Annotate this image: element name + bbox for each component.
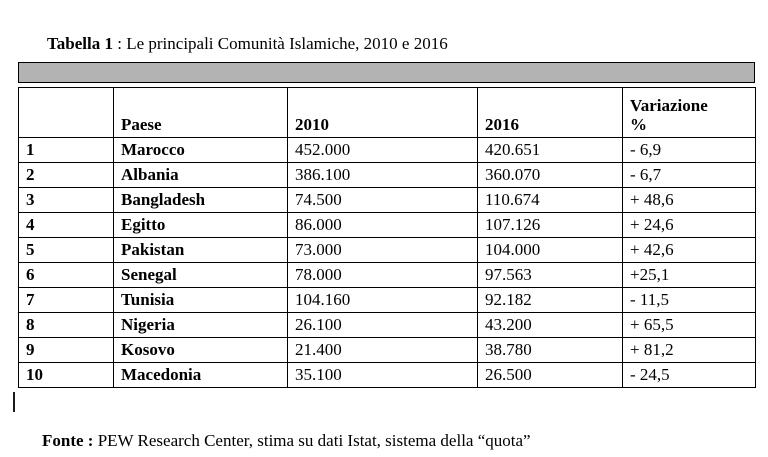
table-row: 2 Albania 386.100 360.070 - 6,7 [18, 162, 756, 188]
cell-2010: 104.160 [287, 287, 478, 313]
source-note-label: Fonte : [42, 431, 94, 450]
table-row: 1 Marocco 452.000 420.651 - 6,9 [18, 137, 756, 163]
cell-variazione: + 24,6 [622, 212, 756, 238]
text-cursor-mark [13, 392, 15, 412]
cell-rank: 9 [18, 337, 114, 363]
table-row: 9 Kosovo 21.400 38.780 + 81,2 [18, 337, 756, 363]
cell-variazione: - 11,5 [622, 287, 756, 313]
cell-variazione: + 65,5 [622, 312, 756, 338]
cell-rank: 4 [18, 212, 114, 238]
cell-paese: Bangladesh [113, 187, 288, 213]
cell-variazione: +25,1 [622, 262, 756, 288]
table-row: 6 Senegal 78.000 97.563 +25,1 [18, 262, 756, 288]
cell-variazione: - 6,7 [622, 162, 756, 188]
table-row: 5 Pakistan 73.000 104.000 + 42,6 [18, 237, 756, 263]
table-top-gray-band [18, 62, 755, 83]
cell-2016: 420.651 [477, 137, 623, 163]
header-variazione: Variazione% [622, 87, 756, 138]
cell-paese: Senegal [113, 262, 288, 288]
header-variazione-line1: Variazione [630, 95, 708, 115]
cell-paese: Macedonia [113, 362, 288, 388]
cell-paese: Tunisia [113, 287, 288, 313]
cell-rank: 6 [18, 262, 114, 288]
communities-table: Paese 2010 2016 Variazione% 1 Marocco 45… [18, 87, 756, 388]
cell-2010: 452.000 [287, 137, 478, 163]
table-caption: Tabella 1 : Le principali Comunità Islam… [30, 14, 448, 74]
cell-2016: 110.674 [477, 187, 623, 213]
cell-rank: 3 [18, 187, 114, 213]
cell-variazione: - 6,9 [622, 137, 756, 163]
cell-paese: Pakistan [113, 237, 288, 263]
cell-variazione: + 48,6 [622, 187, 756, 213]
cell-2016: 360.070 [477, 162, 623, 188]
cell-rank: 5 [18, 237, 114, 263]
table-caption-text: : Le principali Comunità Islamiche, 2010… [112, 34, 448, 53]
cell-rank: 7 [18, 287, 114, 313]
cell-rank: 2 [18, 162, 114, 188]
header-rank [18, 87, 114, 138]
cell-variazione: + 42,6 [622, 237, 756, 263]
table-header-row: Paese 2010 2016 Variazione% [18, 87, 756, 138]
cell-2016: 104.000 [477, 237, 623, 263]
cell-paese: Egitto [113, 212, 288, 238]
cell-variazione: + 81,2 [622, 337, 756, 363]
table-row: 4 Egitto 86.000 107.126 + 24,6 [18, 212, 756, 238]
header-variazione-line2: % [630, 115, 647, 135]
cell-paese: Kosovo [113, 337, 288, 363]
table-row: 7 Tunisia 104.160 92.182 - 11,5 [18, 287, 756, 313]
source-note: Fonte : PEW Research Center, stima su da… [25, 411, 531, 457]
cell-2016: 38.780 [477, 337, 623, 363]
cell-2010: 86.000 [287, 212, 478, 238]
header-paese: Paese [113, 87, 288, 138]
source-note-text: PEW Research Center, stima su dati Istat… [93, 431, 531, 450]
cell-2016: 97.563 [477, 262, 623, 288]
table-row: 8 Nigeria 26.100 43.200 + 65,5 [18, 312, 756, 338]
cell-2010: 78.000 [287, 262, 478, 288]
cell-rank: 8 [18, 312, 114, 338]
cell-variazione: - 24,5 [622, 362, 756, 388]
cell-2016: 43.200 [477, 312, 623, 338]
cell-2016: 92.182 [477, 287, 623, 313]
header-2016: 2016 [477, 87, 623, 138]
cell-paese: Albania [113, 162, 288, 188]
cell-paese: Marocco [113, 137, 288, 163]
cell-paese: Nigeria [113, 312, 288, 338]
cell-2010: 73.000 [287, 237, 478, 263]
cell-2010: 386.100 [287, 162, 478, 188]
cell-rank: 10 [18, 362, 114, 388]
table-row: 3 Bangladesh 74.500 110.674 + 48,6 [18, 187, 756, 213]
header-2010: 2010 [287, 87, 478, 138]
cell-2016: 107.126 [477, 212, 623, 238]
cell-2016: 26.500 [477, 362, 623, 388]
cell-2010: 74.500 [287, 187, 478, 213]
cell-2010: 26.100 [287, 312, 478, 338]
table-caption-label: Tabella 1 [47, 34, 113, 53]
cell-2010: 21.400 [287, 337, 478, 363]
cell-2010: 35.100 [287, 362, 478, 388]
cell-rank: 1 [18, 137, 114, 163]
table-row: 10 Macedonia 35.100 26.500 - 24,5 [18, 362, 756, 388]
